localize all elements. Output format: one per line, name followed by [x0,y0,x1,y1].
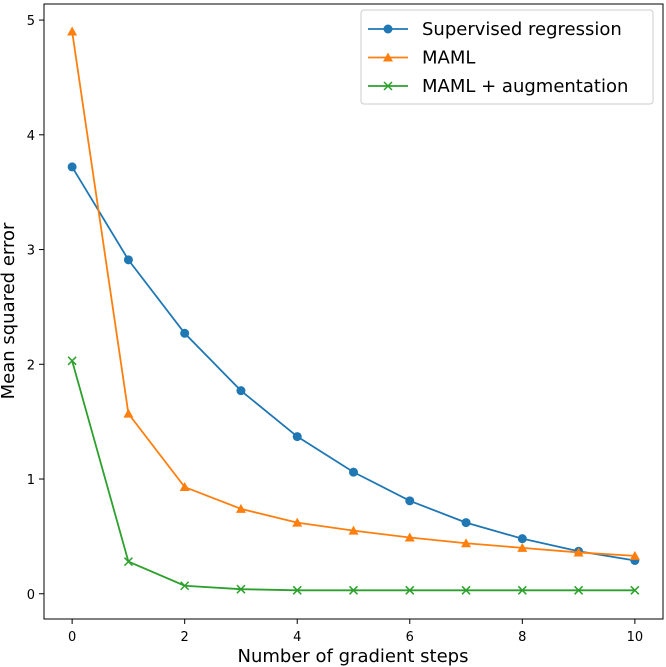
y-tick-label: 1 [27,473,35,488]
data-point [573,547,584,557]
axes-frame [43,3,664,620]
legend-entry: MAML [368,48,475,69]
legend-swatch-marker [383,81,393,91]
data-point [67,356,77,366]
legend-label: Supervised regression [422,19,622,40]
data-point [123,408,134,418]
data-point [461,538,472,548]
plot-area [44,4,663,619]
series-3 [67,356,640,595]
data-point [461,585,471,595]
legend-label: MAML + augmentation [422,76,628,97]
legend-box [360,9,654,105]
data-point [348,585,359,595]
x-tick-label: 6 [406,630,414,645]
data-point [517,585,527,595]
data-point [630,585,640,595]
data-point [517,534,527,544]
data-point [292,432,302,442]
x-axis-label: Number of gradient steps [238,646,469,667]
data-point [574,585,584,595]
data-point [236,584,246,594]
data-point [348,525,359,535]
data-point [180,581,190,591]
legend-swatch-marker [383,52,393,62]
data-point [123,255,133,265]
data-point [67,26,78,36]
data-point [236,386,246,396]
legend-swatch-marker [383,24,393,34]
x-tick-label: 10 [627,630,644,645]
x-tick-label: 4 [293,630,301,645]
data-point [292,517,303,527]
data-point [404,532,415,542]
series-2 [67,26,640,560]
data-point [349,467,358,477]
data-point [405,585,415,595]
data-point [179,482,190,492]
legend-label: MAML [422,48,475,69]
y-tick-label: 4 [27,129,35,144]
data-point [461,518,471,528]
axes-layer: 0 2 4 6 8 10 0 1 2 3 4 5 [27,3,664,645]
series-layer [67,26,640,595]
data-point [180,328,190,338]
y-tick-label: 5 [27,14,35,29]
data-point [405,496,415,506]
legend-entry: Supervised regression [368,19,622,40]
series-1 [67,162,640,565]
legend-entry: MAML + augmentation [368,76,628,97]
x-tick-label: 8 [518,630,526,645]
y-tick-label: 2 [27,358,35,373]
legend: Supervised regression MAML MAML + augmenta… [360,9,654,105]
data-point [629,550,640,560]
y-axis-label: Mean squared error [0,222,19,399]
y-tick-label: 0 [27,588,35,603]
data-point [235,503,246,513]
data-point [67,162,77,172]
x-tick-label: 2 [181,630,189,645]
data-point [517,542,528,552]
x-tick-label: 0 [68,630,76,645]
data-point [292,585,302,595]
data-point [123,557,133,567]
y-tick-label: 3 [27,244,35,259]
